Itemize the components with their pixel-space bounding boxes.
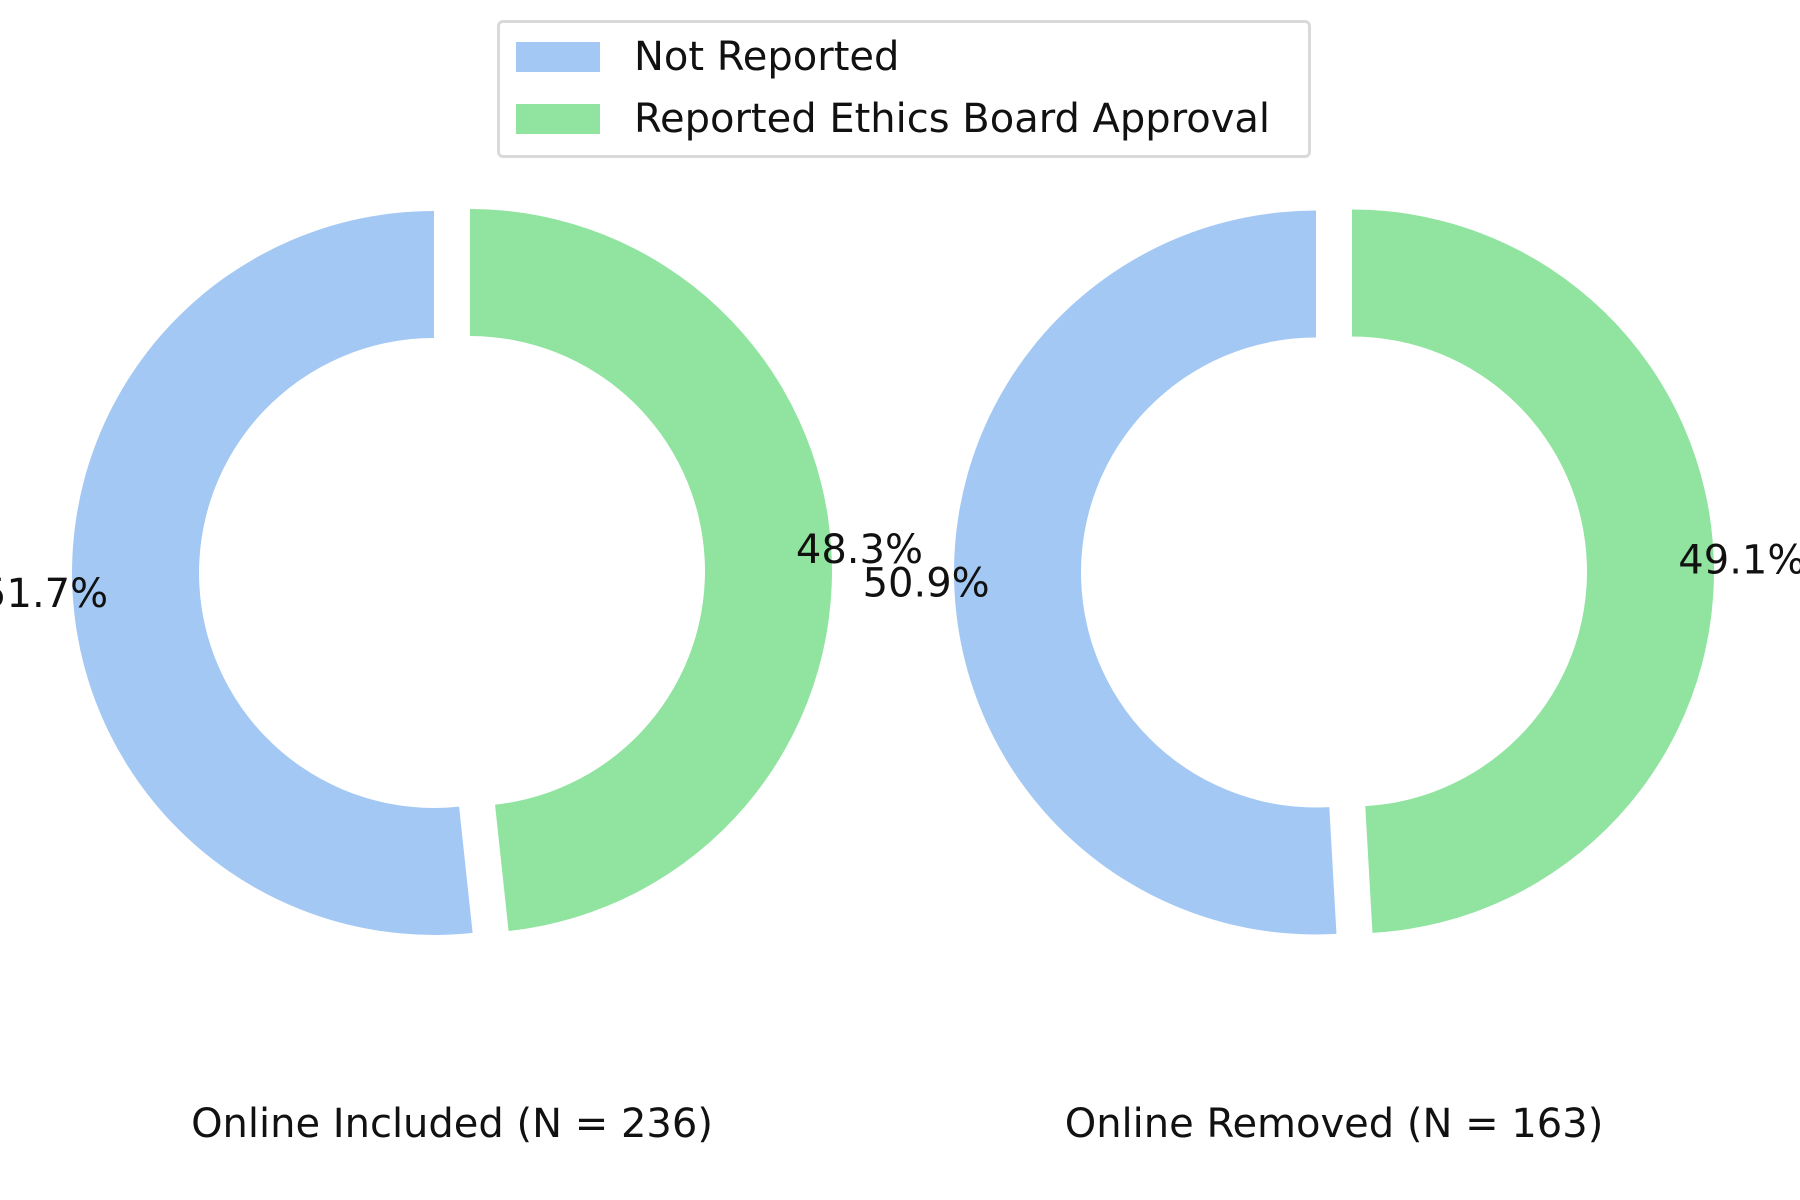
slice-reported-ethics-board-approval: [1351, 209, 1714, 933]
legend-swatch-reported-ethics: [516, 104, 600, 134]
legend-label: Reported Ethics Board Approval: [634, 96, 1271, 142]
donut-chart-online-removed: 50.9% 49.1% Online Removed (N = 163): [863, 209, 1800, 1147]
slice-not-reported: [72, 210, 473, 935]
donut-title: Online Removed (N = 163): [1065, 1101, 1604, 1147]
slice-reported-ethics-board-approval: [469, 209, 832, 931]
legend: Not Reported Reported Ethics Board Appro…: [497, 20, 1311, 158]
percent-label-reported-ethics-board-approval: 49.1%: [1678, 537, 1800, 583]
legend-swatch-not-reported: [516, 42, 600, 72]
legend-item-not-reported: Not Reported: [516, 34, 900, 80]
slice-not-reported: [954, 210, 1337, 935]
percent-label-not-reported: 50.9%: [863, 561, 990, 607]
legend-item-reported-ethics: Reported Ethics Board Approval: [516, 96, 1271, 142]
percent-label-not-reported: 51.7%: [0, 571, 108, 617]
donut-chart-online-included: 51.7% 48.3% Online Included (N = 236): [0, 209, 923, 1147]
donut-title: Online Included (N = 236): [191, 1101, 713, 1147]
legend-label: Not Reported: [634, 34, 900, 80]
percent-label-reported-ethics-board-approval: 48.3%: [796, 527, 923, 573]
